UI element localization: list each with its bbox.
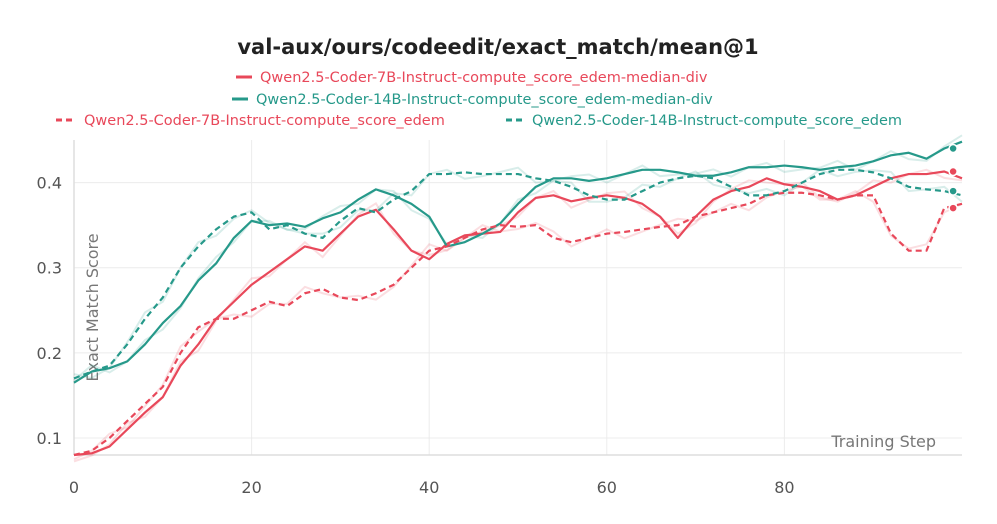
- series-line[interactable]: [73, 191, 963, 457]
- legend-label-14b-median-div[interactable]: Qwen2.5-Coder-14B-Instruct-compute_score…: [256, 92, 713, 108]
- legend-label-7b-median-div[interactable]: Qwen2.5-Coder-7B-Instruct-compute_score_…: [260, 70, 708, 86]
- legend-label-7b-edem[interactable]: Qwen2.5-Coder-7B-Instruct-compute_score_…: [84, 113, 445, 129]
- x-tick-label: 60: [597, 478, 617, 497]
- end-marker: [948, 203, 958, 213]
- legend-label-14b-edem[interactable]: Qwen2.5-Coder-14B-Instruct-compute_score…: [532, 113, 902, 129]
- x-axis-label: Training Step: [830, 432, 936, 451]
- series-line[interactable]: [73, 168, 963, 380]
- x-axis: 0 20 40 60 80: [69, 478, 795, 497]
- end-markers: [948, 143, 958, 213]
- end-marker: [948, 166, 958, 177]
- y-axis: 0.1 0.2 0.3 0.4: [37, 174, 62, 448]
- x-tick-label: 40: [419, 478, 439, 497]
- end-marker: [948, 186, 958, 196]
- grid: [73, 140, 962, 455]
- chart-title: val-aux/ours/codeedit/exact_match/mean@1: [237, 35, 758, 59]
- series-shadows: [73, 134, 963, 463]
- y-tick-label: 0.1: [37, 429, 62, 448]
- y-tick-label: 0.2: [37, 344, 62, 363]
- end-marker: [948, 143, 958, 154]
- series-raw-line: [73, 166, 963, 380]
- y-tick-label: 0.3: [37, 259, 62, 278]
- y-axis-label: Exact Match Score: [83, 233, 102, 381]
- series-line[interactable]: [73, 170, 963, 457]
- x-tick-label: 20: [241, 478, 261, 497]
- x-tick-label: 0: [69, 478, 79, 497]
- series-line[interactable]: [73, 140, 963, 384]
- legend: Qwen2.5-Coder-7B-Instruct-compute_score_…: [56, 70, 902, 129]
- y-tick-label: 0.4: [37, 174, 62, 193]
- series-raw-line: [73, 185, 963, 461]
- series-lines: [73, 140, 963, 457]
- x-tick-label: 80: [774, 478, 794, 497]
